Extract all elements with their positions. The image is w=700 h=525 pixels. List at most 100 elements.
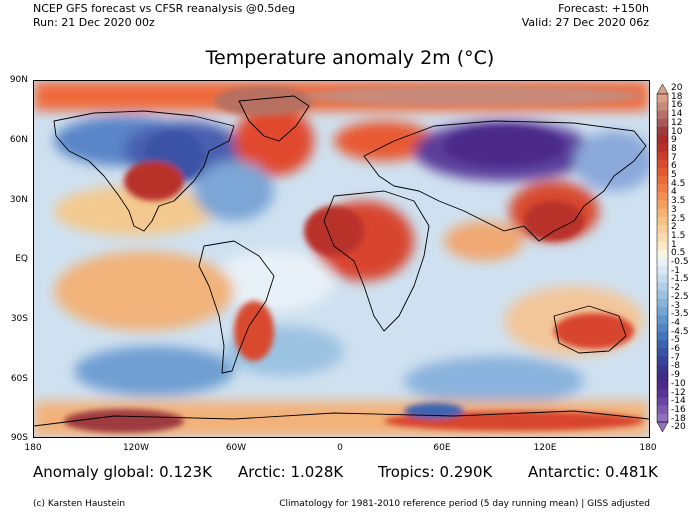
eurasia: [363, 120, 647, 242]
africa: [323, 190, 430, 332]
colorbar-tick-label: 8: [671, 143, 677, 154]
colorbar-tick-label: -3.5: [671, 309, 689, 320]
colorbar-tick-label: -8: [671, 361, 680, 372]
lat-label-90s: 90S: [10, 433, 28, 443]
copyright: (c) Karsten Haustein: [33, 499, 126, 509]
colorbar-swatch: [657, 135, 668, 144]
colorbar-tick-label: 20: [671, 83, 683, 93]
colorbar-swatch: [657, 159, 668, 169]
run-info: NCEP GFS forecast vs CFSR reanalysis @0.…: [33, 2, 295, 30]
colorbar-tick-label: 5: [671, 170, 677, 180]
lon-label-120e: 120E: [533, 443, 557, 453]
colorbar-swatch: [657, 299, 668, 308]
antarctic-anomaly: Antarctic: 0.481K: [528, 463, 658, 481]
colorbar-tick-label: 1: [671, 239, 677, 250]
coastlines: [34, 95, 649, 427]
antarctica: [34, 410, 649, 427]
colorbar-swatch: [657, 266, 668, 275]
anomaly-field: [34, 81, 649, 437]
colorbar-max-arrow: [656, 83, 669, 95]
north-america: [53, 110, 235, 232]
lon-label-60e: 60E: [433, 443, 451, 453]
colorbar-tick-label: -20: [671, 422, 686, 433]
colorbar-swatch: [657, 118, 668, 128]
australia: [553, 305, 627, 354]
colorbar-tick-label: -1: [671, 265, 680, 276]
colorbar-swatch: [657, 249, 668, 259]
colorbar-swatch: [657, 307, 668, 316]
lon-label-60w: 60W: [225, 443, 247, 453]
colorbar-tick-label: -0.5: [671, 257, 689, 267]
model-description: NCEP GFS forecast vs CFSR reanalysis @0.…: [33, 2, 296, 15]
colorbar-swatch: [657, 225, 668, 234]
colorbar-tick-label: -5: [671, 335, 680, 346]
forecast-lead: Forecast: +150h: [558, 2, 649, 15]
colorbar-swatch: [657, 192, 668, 201]
colorbar-swatch: [657, 200, 668, 210]
colorbar-swatch: [657, 397, 668, 406]
colorbar-tick-label: -4: [671, 317, 680, 328]
colorbar-swatch: [657, 102, 668, 111]
colorbar-swatch: [657, 94, 668, 103]
colorbar-tick-label: 4: [671, 187, 677, 198]
lon-label-120w: 120W: [122, 443, 150, 453]
colorbar-swatch: [657, 315, 668, 324]
colorbar-min-arrow: [656, 421, 669, 433]
colorbar-swatch: [657, 208, 668, 218]
tropics-anomaly: Tropics: 0.290K: [378, 463, 493, 481]
colorbar-swatch: [657, 241, 668, 251]
colorbar-tick-label: 12: [671, 117, 683, 128]
map-title: Temperature anomaly 2m (°C): [205, 47, 495, 69]
lat-label-eq: EQ: [15, 254, 28, 264]
valid-time: Valid: 27 Dec 2020 06z: [521, 16, 649, 29]
colorbar-swatch: [657, 143, 668, 152]
colorbar-swatch: [657, 348, 668, 357]
colorbar-swatch: [657, 217, 668, 226]
colorbar-tick-label: -16: [671, 404, 686, 415]
colorbar-tick-label: -4.5: [671, 326, 689, 337]
colorbar-swatch: [657, 340, 668, 349]
colorbar-tick-label: 2: [671, 222, 677, 233]
colorbar-tick-label: 3.5: [671, 196, 686, 207]
anomaly-map: [33, 80, 650, 438]
colorbar-swatch: [657, 405, 668, 415]
colorbar-tick-label: -7: [671, 352, 680, 363]
lon-label-180e: 180: [639, 443, 657, 453]
colorbar-tick-label: 0.5: [671, 248, 686, 259]
colorbar-tick-label: -1.5: [671, 274, 689, 285]
colorbar-swatch: [657, 323, 668, 333]
colorbar-tick-label: -12: [671, 387, 686, 398]
colorbar-tick-label: -9: [671, 370, 680, 381]
colorbar-swatch: [657, 331, 668, 341]
colorbar-swatch: [657, 372, 668, 382]
colorbar-tick-label: 18: [671, 91, 683, 102]
colorbar-tick-label: 7: [671, 152, 677, 163]
colorbar-tick-label: -10: [671, 378, 686, 389]
colorbar-tick-label: 4.5: [671, 178, 686, 189]
colorbar-tick-label: 16: [671, 100, 683, 111]
arctic-anomaly: Arctic: 1.028K: [238, 463, 344, 481]
colorbar-tick-label: 10: [671, 126, 683, 137]
colorbar-swatch: [657, 356, 668, 365]
lat-label-90n: 90N: [9, 75, 28, 85]
colorbar-svg: [656, 83, 669, 433]
colorbar-swatch: [657, 176, 668, 185]
forecast-info: Forecast: +150h Valid: 27 Dec 2020 06z: [522, 2, 649, 30]
run-time: Run: 21 Dec 2020 00z: [33, 16, 155, 29]
colorbar-swatch: [657, 151, 668, 160]
colorbar-swatch: [657, 126, 668, 136]
lat-label-60n: 60N: [9, 135, 28, 145]
colorbar-swatch: [657, 389, 668, 398]
colorbar-swatch: [657, 184, 668, 193]
map-svg: [34, 81, 649, 437]
climatology-note: Climatology for 1981-2010 reference peri…: [279, 499, 650, 509]
lat-label-30s: 30S: [10, 314, 28, 324]
colorbar-tick-label: -2.5: [671, 291, 689, 302]
colorbar-tick-label: -2: [671, 283, 680, 294]
lon-label-0: 0: [337, 443, 343, 453]
lat-label-60s: 60S: [10, 374, 28, 384]
colorbar-tick-label: 3: [671, 204, 677, 215]
colorbar-swatch: [657, 233, 668, 242]
lat-label-30n: 30N: [9, 195, 28, 205]
colorbar-swatch: [657, 167, 668, 177]
